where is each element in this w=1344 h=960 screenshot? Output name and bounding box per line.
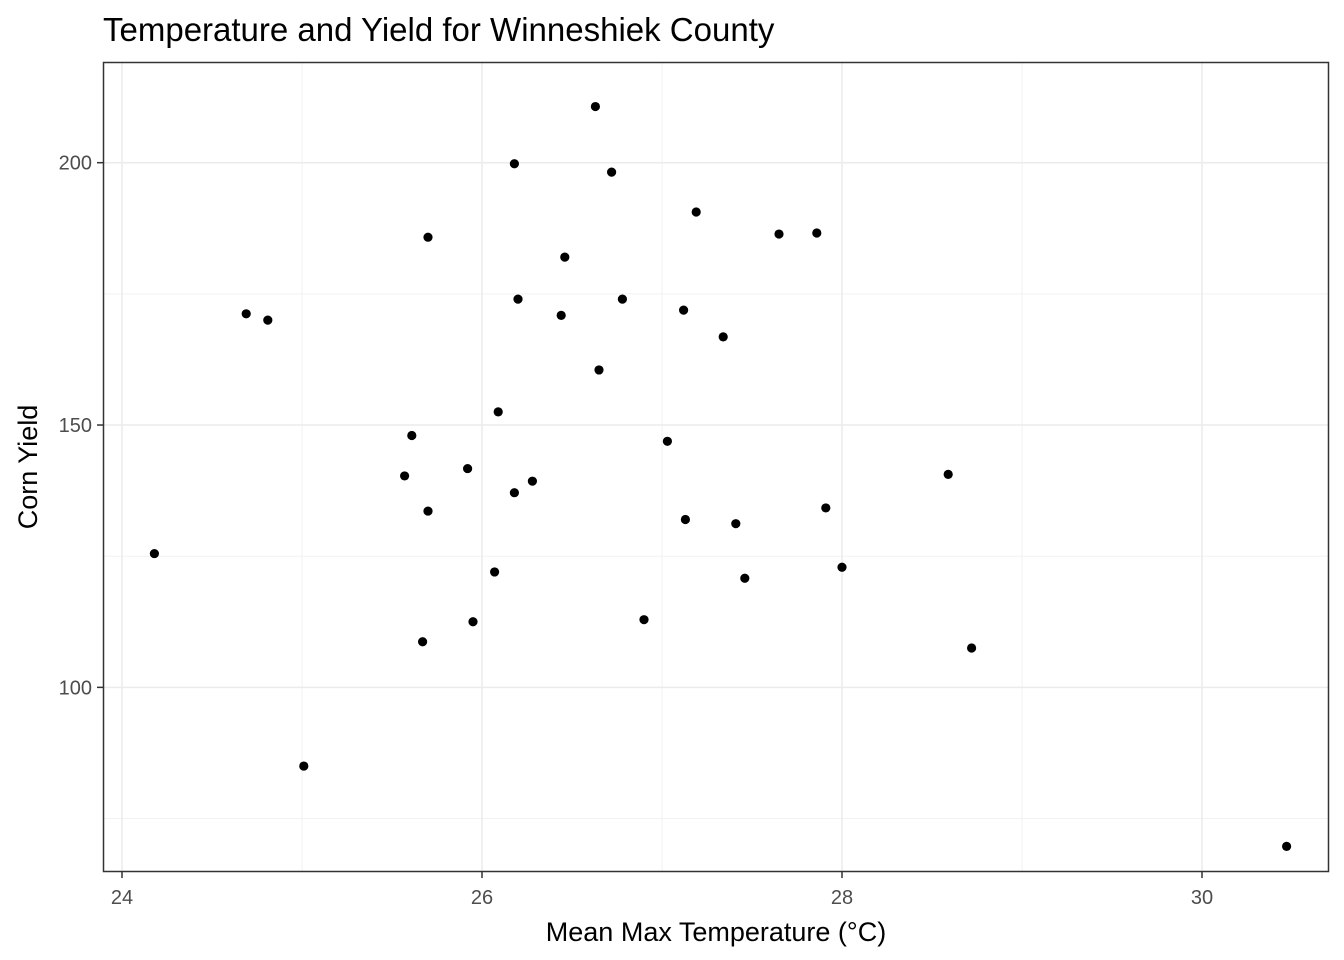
data-point — [639, 615, 649, 625]
chart-title: Temperature and Yield for Winneshiek Cou… — [103, 11, 775, 48]
data-point — [560, 252, 570, 262]
data-point — [463, 463, 473, 474]
x-tick-label: 26 — [471, 887, 493, 909]
data-point — [241, 309, 251, 319]
data-point — [967, 643, 977, 653]
data-point — [407, 430, 417, 441]
axis-ticks: 24 26 28 30 100 150 200 — [59, 153, 1214, 909]
data-point — [617, 294, 628, 304]
data-point — [423, 506, 433, 516]
data-point — [679, 305, 689, 315]
data-point — [837, 562, 847, 572]
y-tick-label: 200 — [59, 153, 92, 175]
y-axis-label: Corn Yield — [13, 405, 43, 530]
data-point — [662, 436, 673, 446]
x-tick-label: 28 — [831, 887, 853, 909]
data-point — [556, 310, 566, 320]
data-point — [691, 207, 701, 217]
grid — [104, 63, 1328, 871]
y-tick-label: 100 — [59, 677, 92, 699]
data-point — [607, 167, 617, 177]
data-point — [943, 469, 953, 479]
data-point — [149, 548, 159, 559]
data-point — [680, 514, 691, 525]
y-tick-label: 150 — [59, 415, 92, 437]
plot-panel-border — [102, 61, 1330, 873]
data-point — [299, 761, 309, 771]
data-point — [594, 365, 604, 375]
data-point — [418, 637, 428, 647]
data-point — [1282, 841, 1292, 851]
data-point — [527, 476, 538, 486]
data-point — [509, 488, 519, 498]
x-tick-label: 24 — [111, 887, 133, 909]
data-points — [149, 101, 1292, 851]
data-point — [740, 573, 750, 583]
data-point — [400, 471, 410, 481]
data-point — [731, 519, 741, 529]
data-point — [513, 294, 523, 304]
data-point — [423, 232, 433, 242]
data-point — [509, 159, 519, 169]
data-point — [490, 567, 500, 577]
data-point — [812, 228, 822, 238]
data-point — [590, 101, 601, 112]
data-point — [493, 407, 503, 417]
data-point — [263, 315, 273, 325]
data-point — [468, 617, 478, 627]
x-tick-label: 30 — [1191, 887, 1213, 909]
data-point — [821, 503, 831, 513]
data-point — [718, 332, 728, 342]
x-axis-label: Mean Max Temperature (°C) — [546, 917, 886, 947]
data-point — [774, 229, 784, 239]
